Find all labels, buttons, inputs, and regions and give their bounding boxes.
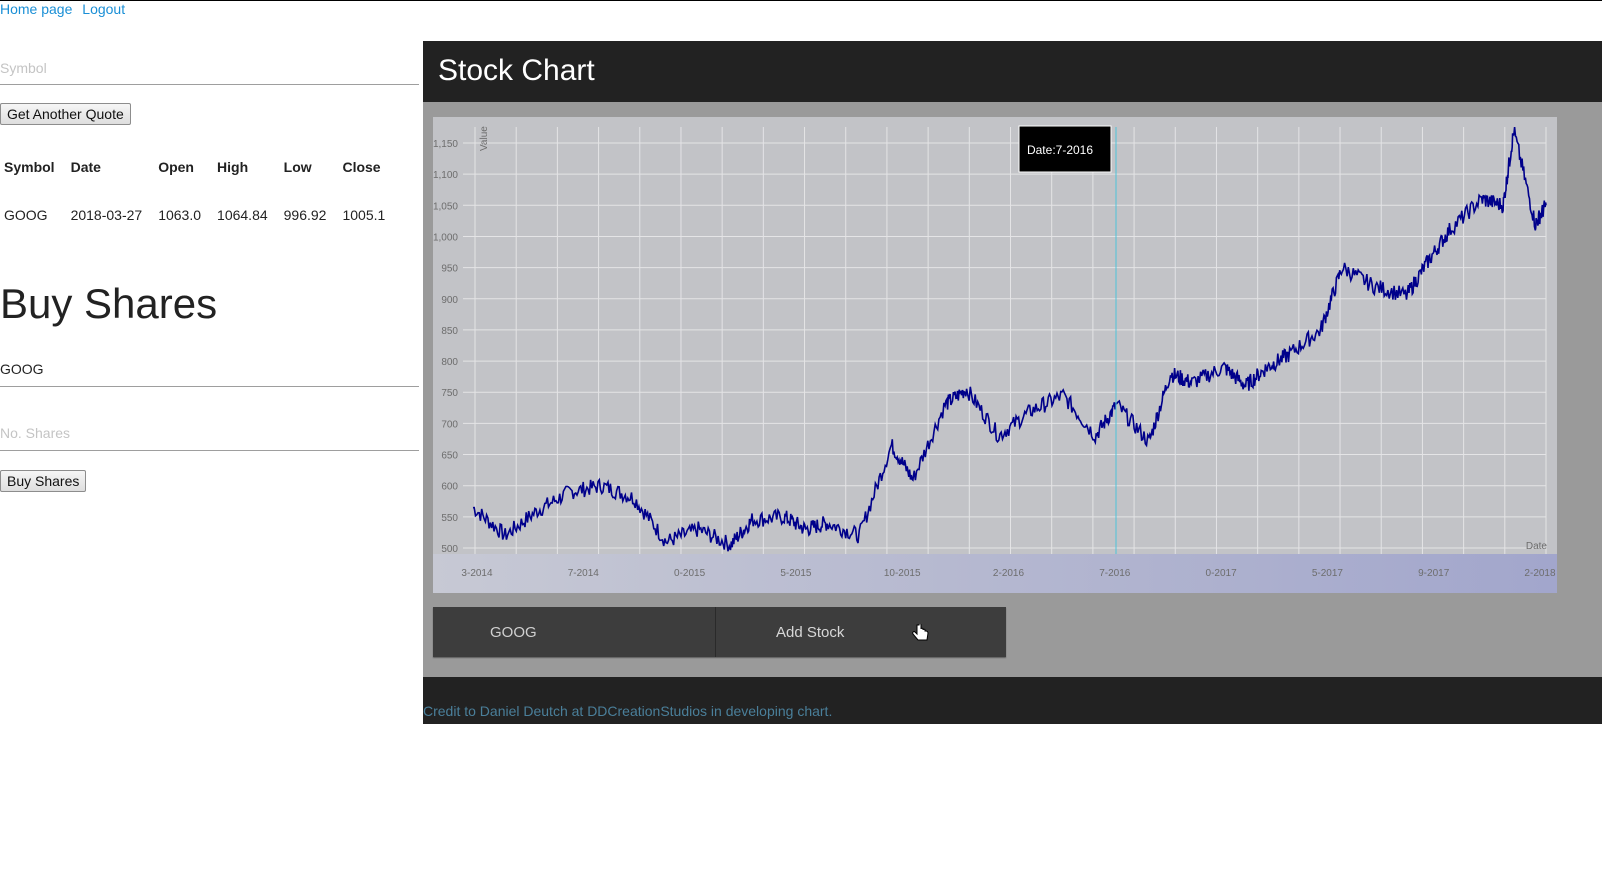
panel-title: Stock Chart — [438, 54, 595, 87]
buy-symbol-input[interactable] — [0, 352, 419, 387]
stock-chart-panel: Stock Chart 1,150 1,100 1,050 1,000 950 900 85… — [423, 41, 1602, 724]
x-axis-band — [433, 554, 1557, 593]
table-row: GOOG 2018-03-27 1063.0 1064.84 996.92 10… — [4, 184, 397, 246]
x-tick-label: 9-2017 — [1418, 568, 1450, 579]
x-tick-label: 5-2015 — [780, 568, 812, 579]
y-tick-label: 1,150 — [433, 139, 458, 150]
stock-chart-svg[interactable]: 1,150 1,100 1,050 1,000 950 900 850 800 750 700 65… — [433, 117, 1557, 593]
y-axis-label: Value — [479, 126, 490, 151]
add-stock-button[interactable]: Add Stock — [717, 607, 1006, 657]
cell-high: 1064.84 — [217, 207, 268, 223]
y-tick-label: 600 — [441, 482, 458, 493]
cell-symbol: GOOG — [4, 207, 48, 223]
get-another-quote-button[interactable]: Get Another Quote — [0, 103, 131, 125]
y-tick-label: 1,050 — [433, 201, 458, 212]
panel-header: Stock Chart — [423, 41, 1602, 102]
header-low: Low — [283, 159, 312, 175]
header-high: High — [217, 159, 249, 175]
quote-table-header-row: Symbol Date Open High Low Close — [4, 150, 397, 184]
y-tick-label: 1,100 — [433, 170, 458, 181]
series-line — [472, 127, 1547, 552]
header-date: Date — [70, 159, 101, 175]
tooltip-text: Date:7-2016 — [1027, 143, 1093, 157]
x-tick-label: 0-2017 — [1206, 568, 1238, 579]
home-page-link[interactable]: Home page — [0, 1, 73, 17]
symbol-input[interactable] — [0, 52, 419, 85]
cell-close: 1005.1 — [342, 207, 386, 223]
stock-controls: Add Stock — [433, 607, 1006, 657]
hand-cursor-icon — [912, 624, 929, 641]
y-tick-label: 500 — [441, 544, 458, 555]
y-tick-label: 900 — [441, 295, 458, 306]
header-symbol: Symbol — [4, 159, 55, 175]
stock-symbol-input[interactable] — [433, 607, 716, 657]
buy-shares-button[interactable]: Buy Shares — [0, 470, 87, 492]
y-tick-label: 800 — [441, 357, 458, 368]
x-tick-label: 0-2015 — [674, 568, 706, 579]
x-tick-label: 10-2015 — [884, 568, 921, 579]
x-tick-label: 5-2017 — [1312, 568, 1344, 579]
y-tick-label: 550 — [441, 513, 458, 524]
x-tick-label: 7-2014 — [568, 568, 600, 579]
buy-shares-heading: Buy Shares — [0, 280, 218, 327]
header-close: Close — [342, 159, 381, 175]
y-tick-label: 850 — [441, 326, 458, 337]
x-tick-label: 2-2018 — [1524, 568, 1556, 579]
y-tick-label: 700 — [441, 419, 458, 430]
tooltip-box — [1018, 125, 1112, 173]
x-axis-label: Date — [1526, 541, 1548, 552]
credit-text: Credit to Daniel Deutch at DDCreationStu… — [423, 703, 833, 719]
logout-link[interactable]: Logout — [82, 1, 126, 17]
top-border — [0, 0, 1602, 1]
x-tick-label: 7-2016 — [1099, 568, 1131, 579]
plot-background — [433, 117, 1557, 593]
y-tick-label: 650 — [441, 451, 458, 462]
quote-table: Symbol Date Open High Low Close GOOG 201… — [0, 150, 401, 246]
x-tick-label: 2-2016 — [993, 568, 1025, 579]
header-open: Open — [158, 159, 194, 175]
y-tick-label: 750 — [441, 388, 458, 399]
cell-date: 2018-03-27 — [70, 207, 143, 223]
y-tick-label: 1,000 — [433, 232, 458, 243]
y-tick-label: 950 — [441, 264, 458, 275]
footer: Credit to Daniel Deutch at DDCreationStu… — [423, 677, 1602, 724]
cell-low: 996.92 — [283, 207, 327, 223]
cell-open: 1063.0 — [158, 207, 202, 223]
top-nav: Home page Logout — [0, 1, 131, 17]
x-tick-label: 3-2014 — [461, 568, 493, 579]
stock-chart[interactable]: 1,150 1,100 1,050 1,000 950 900 850 800 750 700 65… — [433, 117, 1557, 593]
number-of-shares-input[interactable] — [0, 416, 419, 451]
